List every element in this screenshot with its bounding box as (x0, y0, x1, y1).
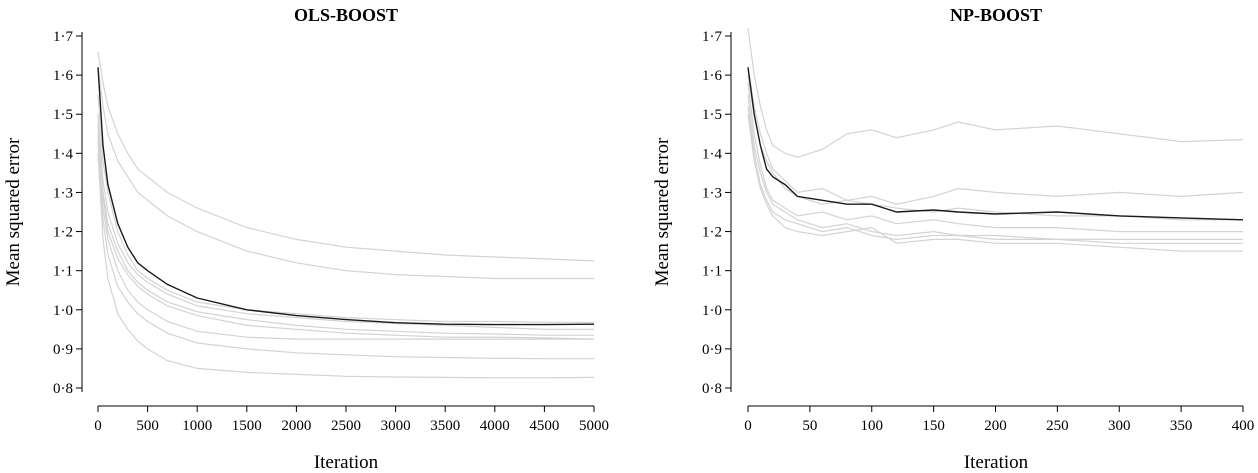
series-line-run-8 (97, 141, 594, 360)
series-line-run-7 (97, 133, 594, 340)
y-tick-label: 1·4 (702, 146, 722, 162)
x-tick-label: 3000 (381, 418, 411, 434)
x-tick-label: 1000 (182, 418, 212, 434)
y-tick-label: 1·0 (53, 303, 73, 319)
y-tick-label: 1·4 (53, 146, 73, 162)
series-line-run-3 (97, 94, 594, 323)
y-tick-label: 1·2 (53, 225, 73, 241)
series-line-run-3 (747, 75, 1243, 221)
y-tick-label: 1·0 (702, 303, 722, 319)
series-line-run-2 (747, 67, 1244, 205)
y-tick-label: 1·7 (53, 29, 73, 45)
y-axis-label: Mean squared error (3, 137, 24, 286)
y-tick-label: 0·8 (53, 381, 73, 397)
series-line-run-7 (747, 114, 1243, 252)
series-line-run-6 (97, 125, 595, 340)
series-line-run-4 (97, 114, 594, 330)
x-tick-label: 400 (1232, 418, 1255, 434)
y-tick-label: 1·6 (702, 68, 722, 84)
x-tick-label: 250 (1046, 418, 1069, 434)
x-tick-label: 200 (984, 418, 1007, 434)
x-tick-label: 0 (744, 418, 752, 434)
series-line-run-1 (747, 28, 1244, 158)
series-line-mean (97, 67, 595, 326)
x-tick-label: 350 (1170, 418, 1193, 434)
x-tick-label: 2000 (281, 418, 311, 434)
y-tick-label: 1·5 (702, 107, 722, 123)
x-tick-label: 4000 (480, 418, 510, 434)
x-tick-label: 2500 (331, 418, 361, 434)
y-tick-label: 1·2 (702, 225, 722, 241)
x-tick-label: 0 (94, 418, 102, 434)
series-line-run-5 (97, 121, 594, 336)
x-tick-label: 100 (861, 418, 884, 434)
series-line-mean (747, 67, 1244, 221)
panel-title: NP-BOOST (950, 5, 1042, 25)
x-tick-label: 3500 (430, 418, 460, 434)
y-tick-label: 0·9 (53, 342, 73, 358)
x-tick-label: 500 (136, 418, 159, 434)
x-tick-label: 5000 (579, 418, 609, 434)
plot-area: 0·8 0·9 1·0 1·1 1·2 1·3 1·4 1·5 1·6 1·7 0 50 100 150 2… (702, 28, 1254, 434)
x-tick-label: 150 (922, 418, 945, 434)
series-line-run-5 (747, 94, 1243, 240)
y-tick-label: 1·1 (53, 264, 73, 280)
y-tick-label: 0·9 (702, 342, 722, 358)
x-tick-label: 4500 (529, 418, 559, 434)
y-tick-label: 1·3 (53, 185, 73, 201)
y-tick-label: 1·3 (702, 185, 722, 201)
x-tick-label: 300 (1108, 418, 1131, 434)
y-tick-label: 1·5 (53, 107, 73, 123)
x-tick-label: 1500 (232, 418, 262, 434)
y-tick-label: 1·6 (53, 68, 73, 84)
y-axis-label: Mean squared error (652, 137, 673, 286)
series-line-run-6 (747, 106, 1243, 244)
y-tick-label: 1·1 (702, 264, 722, 280)
y-tick-label: 0·8 (702, 381, 722, 397)
plot-area: 0·8 0·9 1·0 1·1 1·2 1·3 1·4 1·5 1·6 1·7 0 500 1000 15… (53, 29, 609, 434)
x-tick-label: 50 (802, 418, 817, 434)
panel-np-boost: NP-BOOST Iteration Mean squared error 0·… (652, 5, 1254, 473)
series-line-run-4 (747, 82, 1243, 233)
y-tick-label: 1·7 (702, 29, 722, 45)
panel-title: OLS-BOOST (294, 5, 398, 25)
x-axis-label: Iteration (314, 452, 379, 473)
series-line-run-9 (97, 153, 595, 379)
panel-ols-boost: OLS-BOOST Iteration Mean squared error 0… (3, 5, 609, 473)
series-line-run-2 (97, 67, 594, 280)
series-line-run-1 (97, 51, 595, 262)
x-axis-label: Iteration (964, 452, 1029, 473)
